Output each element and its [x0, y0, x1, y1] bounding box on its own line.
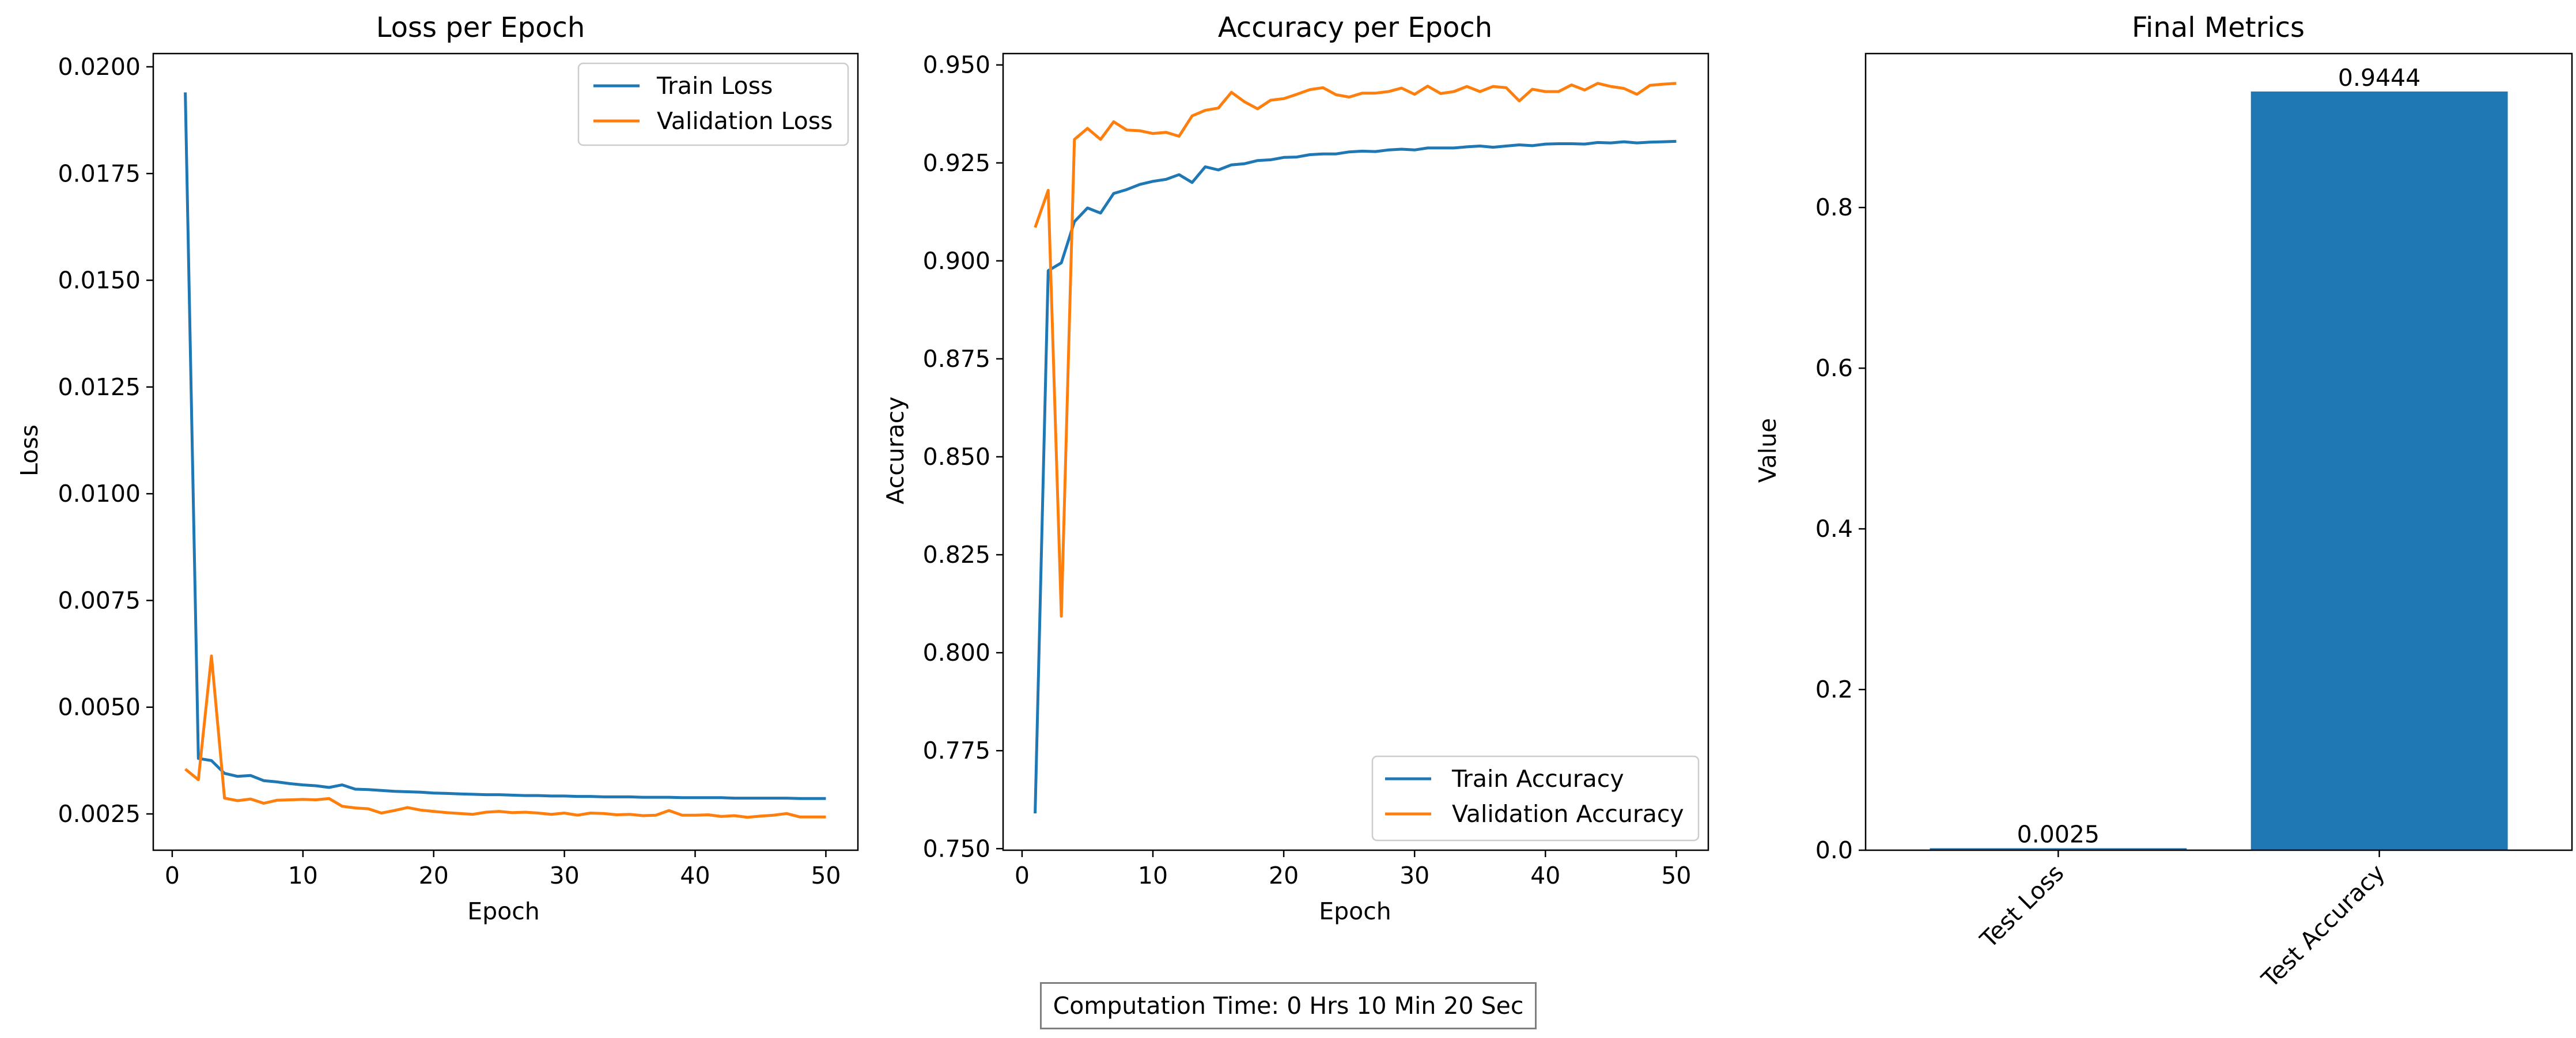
- x-tick-label: 50: [1661, 862, 1691, 889]
- legend-label-train: Train Accuracy: [1451, 765, 1624, 793]
- loss-chart-title: Loss per Epoch: [376, 12, 585, 44]
- y-tick-label: 0.2: [1815, 676, 1853, 703]
- y-tick-label: 0.8: [1815, 194, 1853, 221]
- series-line-validation-accuracy: [1034, 82, 1677, 618]
- y-tick-label: 0.0100: [58, 480, 141, 507]
- accuracy-chart-legend: Train Accuracy Validation Accuracy: [1371, 755, 1700, 842]
- bar-test-accuracy: [2250, 91, 2508, 851]
- y-tick-label: 0.0050: [58, 694, 141, 721]
- bar-test-loss: [1930, 848, 2187, 850]
- x-tick-label: 50: [811, 862, 841, 889]
- x-tick-label: 30: [550, 862, 580, 889]
- series-line-train-accuracy: [1034, 139, 1677, 814]
- series-line-validation-loss: [184, 654, 826, 819]
- accuracy-chart-frame: [1002, 52, 1709, 851]
- legend-box: [577, 62, 849, 146]
- accuracy-chart-series: [1034, 82, 1677, 814]
- accuracy-chart-xlabel: Epoch: [1319, 897, 1391, 925]
- x-tick-label: 40: [1530, 862, 1560, 889]
- bar-value-label: 0.9444: [2338, 64, 2420, 92]
- x-tick-label: Test Accuracy: [2256, 859, 2390, 993]
- loss-chart-series: [184, 92, 826, 819]
- final-metrics-ylabel: Value: [1754, 418, 1781, 483]
- x-tick-label: 10: [288, 862, 318, 889]
- bar-value-label: 0.0025: [2017, 821, 2100, 848]
- loss-chart-ticks: 0.0025 0.0050 0.0075 0.0100 0.0125 0.0150 0.01…: [58, 53, 841, 889]
- legend-box: [1371, 755, 1700, 842]
- x-tick-label: 40: [680, 862, 710, 889]
- y-tick-label: 0.0150: [58, 267, 141, 294]
- final-metrics-chart: Final Metrics Value 0.0 0.2 0.4 0.6 0.8 Test …: [1754, 12, 2573, 993]
- y-tick-label: 0.0200: [58, 53, 141, 81]
- legend-label-validation: Validation Accuracy: [1452, 800, 1684, 828]
- y-tick-label: 0.0075: [58, 586, 141, 614]
- x-tick-label: 0: [1015, 862, 1030, 889]
- final-metrics-title: Final Metrics: [2132, 12, 2305, 44]
- accuracy-chart-title: Accuracy per Epoch: [1218, 12, 1492, 44]
- loss-chart-legend: Train Loss Validation Loss: [577, 62, 849, 146]
- accuracy-chart-ylabel: Accuracy: [882, 396, 909, 504]
- y-tick-label: 0.0125: [58, 373, 141, 401]
- legend-label-validation: Validation Loss: [657, 107, 833, 135]
- y-tick-label: 0.900: [923, 247, 990, 275]
- computation-time-box: Computation Time: 0 Hrs 10 Min 20 Sec: [1040, 982, 1537, 1029]
- legend-label-train: Train Loss: [656, 72, 773, 100]
- y-tick-label: 0.0175: [58, 160, 141, 187]
- loss-chart-frame: [152, 52, 859, 851]
- x-tick-label: 30: [1399, 862, 1429, 889]
- x-tick-label: Test Loss: [1974, 859, 2070, 954]
- y-tick-label: 0.825: [923, 541, 990, 569]
- accuracy-chart-ticks: 0.750 0.775 0.800 0.825 0.850 0.875 0.900 0.925…: [923, 51, 1692, 889]
- loss-chart-ylabel: Loss: [16, 425, 43, 476]
- x-tick-label: 20: [1269, 862, 1299, 889]
- x-tick-label: 10: [1138, 862, 1168, 889]
- accuracy-chart: Accuracy per Epoch Accuracy Epoch 0.7500…: [882, 12, 1709, 925]
- final-metrics-frame: [1864, 52, 2573, 851]
- loss-chart: Loss per Epoch Loss Epoch 0.00250.00500.…: [16, 12, 859, 925]
- y-tick-label: 0.925: [923, 149, 990, 177]
- y-tick-label: 0.750: [923, 835, 990, 862]
- y-tick-label: 0.875: [923, 345, 990, 373]
- y-tick-label: 0.0: [1815, 836, 1853, 864]
- series-line-train-loss: [184, 92, 826, 800]
- y-tick-label: 0.950: [923, 51, 990, 79]
- x-tick-label: 0: [165, 862, 180, 889]
- y-tick-label: 0.6: [1815, 354, 1853, 382]
- x-tick-label: 20: [419, 862, 449, 889]
- final-metrics-bars: 0.0025 0.9444: [1930, 64, 2508, 851]
- y-tick-label: 0.850: [923, 443, 990, 471]
- y-tick-label: 0.800: [923, 639, 990, 666]
- loss-chart-xlabel: Epoch: [467, 897, 540, 925]
- y-tick-label: 0.0025: [58, 800, 141, 828]
- y-tick-label: 0.4: [1815, 515, 1853, 543]
- computation-time-text: Computation Time: 0 Hrs 10 Min 20 Sec: [1053, 992, 1524, 1020]
- y-tick-label: 0.775: [923, 737, 990, 764]
